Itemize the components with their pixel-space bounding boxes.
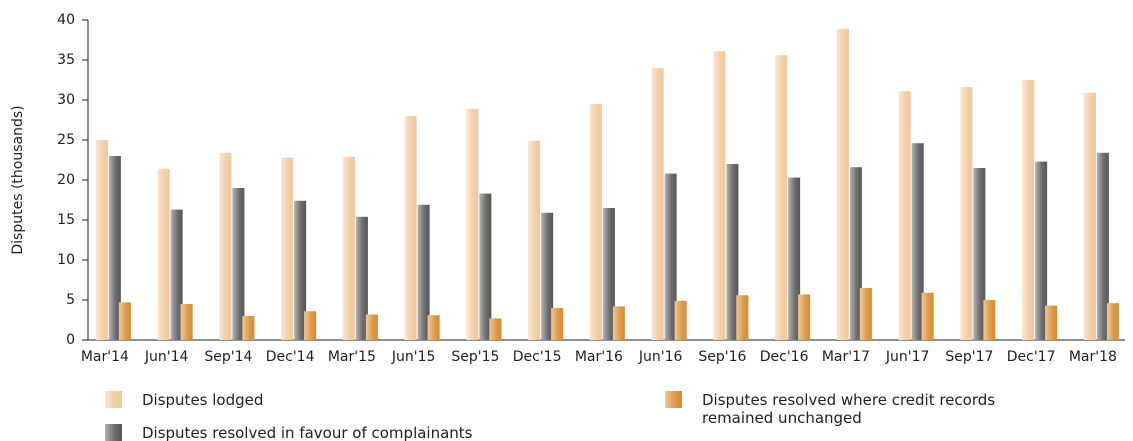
legend-item: Disputes resolved where credit records r… bbox=[665, 391, 1005, 427]
legend-swatch bbox=[105, 424, 122, 441]
bar bbox=[664, 173, 677, 340]
x-tick-label: Mar'14 bbox=[81, 349, 129, 365]
legend-label: Disputes lodged bbox=[142, 391, 264, 409]
bar bbox=[489, 318, 502, 340]
x-tick-label: Mar'16 bbox=[575, 349, 623, 365]
bar bbox=[674, 300, 687, 340]
y-axis-label: Disputes (thousands) bbox=[10, 105, 26, 254]
x-tick-label: Dec'14 bbox=[266, 349, 315, 365]
x-tick-label: Dec'16 bbox=[760, 349, 809, 365]
x-tick-label: Mar'18 bbox=[1069, 349, 1117, 365]
x-tick-label: Mar'17 bbox=[822, 349, 870, 365]
legend-swatch bbox=[105, 391, 122, 408]
y-tick-label: 0 bbox=[66, 332, 75, 348]
bar bbox=[365, 314, 378, 340]
bar bbox=[651, 68, 664, 340]
bar bbox=[1035, 161, 1048, 340]
bar bbox=[726, 164, 739, 340]
y-tick-label: 30 bbox=[57, 92, 75, 108]
x-tick-label: Jun'15 bbox=[391, 349, 436, 365]
x-tick-label: Sep'16 bbox=[698, 349, 746, 365]
bar bbox=[1022, 80, 1035, 340]
x-tick-label: Sep'15 bbox=[451, 349, 499, 365]
bar bbox=[602, 208, 615, 340]
bar bbox=[219, 152, 232, 340]
bar bbox=[118, 302, 131, 340]
bar bbox=[355, 216, 368, 340]
x-tick-label: Mar'15 bbox=[328, 349, 376, 365]
bar bbox=[836, 28, 849, 341]
bar bbox=[180, 304, 193, 340]
bar bbox=[849, 167, 862, 340]
bar bbox=[232, 188, 245, 340]
bar bbox=[1096, 152, 1109, 340]
bar bbox=[921, 292, 934, 340]
bar bbox=[466, 108, 479, 340]
bar bbox=[479, 193, 492, 340]
bar bbox=[898, 91, 911, 340]
y-tick-label: 40 bbox=[57, 12, 75, 28]
x-tick-label: Jun'14 bbox=[144, 349, 189, 365]
bar bbox=[342, 156, 355, 340]
y-tick-label: 5 bbox=[66, 292, 75, 308]
x-tick-label: Sep'17 bbox=[945, 349, 993, 365]
y-tick-label: 10 bbox=[57, 252, 75, 268]
bar bbox=[528, 140, 541, 340]
bar bbox=[736, 295, 749, 340]
legend-label: Disputes resolved in favour of complaina… bbox=[142, 424, 473, 441]
bar bbox=[242, 316, 255, 340]
bar bbox=[788, 177, 801, 340]
bar bbox=[551, 308, 564, 340]
bar bbox=[1106, 303, 1119, 340]
legend-label: Disputes resolved where credit records r… bbox=[702, 391, 996, 427]
y-tick-label: 15 bbox=[57, 212, 75, 228]
bar bbox=[1045, 305, 1058, 340]
bar bbox=[713, 51, 726, 340]
y-tick-label: 20 bbox=[57, 172, 75, 188]
bar bbox=[170, 209, 183, 340]
bar bbox=[973, 168, 986, 340]
bar bbox=[108, 156, 121, 340]
x-tick-label: Sep'14 bbox=[204, 349, 252, 365]
legend-swatch bbox=[665, 391, 682, 408]
bar bbox=[612, 306, 625, 340]
bar bbox=[1083, 92, 1096, 340]
legend-item: Disputes resolved in favour of complaina… bbox=[105, 424, 705, 441]
y-tick-label: 35 bbox=[57, 52, 75, 68]
bar bbox=[983, 300, 996, 340]
bar bbox=[157, 168, 170, 340]
bar bbox=[589, 104, 602, 340]
legend-item: Disputes lodged bbox=[105, 391, 705, 409]
bar bbox=[775, 55, 788, 340]
bar bbox=[859, 288, 872, 340]
bar bbox=[304, 311, 317, 340]
bar bbox=[294, 200, 307, 340]
x-tick-label: Dec'17 bbox=[1007, 349, 1056, 365]
bar bbox=[404, 116, 417, 340]
x-tick-label: Jun'16 bbox=[638, 349, 683, 365]
bar bbox=[281, 157, 294, 340]
bar bbox=[541, 212, 554, 340]
bar bbox=[417, 204, 430, 340]
bar bbox=[911, 143, 924, 340]
y-tick-label: 25 bbox=[57, 132, 75, 148]
bar bbox=[960, 87, 973, 340]
bar bbox=[798, 294, 811, 340]
bar bbox=[95, 140, 108, 340]
x-tick-label: Dec'15 bbox=[513, 349, 562, 365]
chart: Disputes (thousands) 0 5 10 15 20 25 30 35 40 Mar… bbox=[10, 12, 1125, 365]
x-tick-label: Jun'17 bbox=[885, 349, 930, 365]
bar bbox=[427, 315, 440, 340]
